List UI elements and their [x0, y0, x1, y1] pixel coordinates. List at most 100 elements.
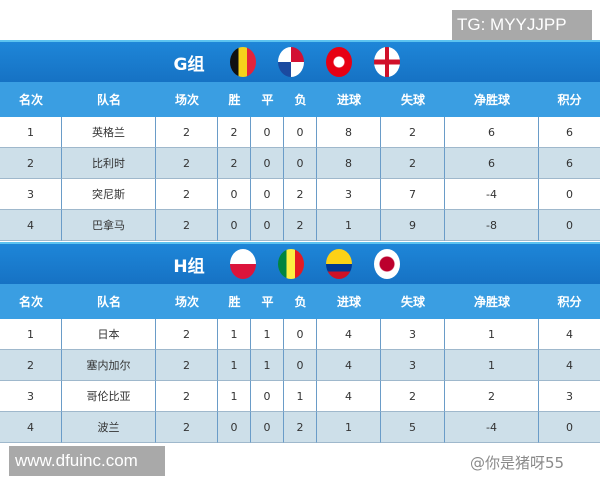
column-header: 名次	[18, 295, 43, 309]
table-cell: 0	[218, 210, 251, 241]
group-g-table: G组 名次 队名 场次胜平负进球 失球 净胜球 积分 1 英格兰 2 2 0 0 8 2 6 6 2 比利时 2 2 0 0…	[0, 40, 600, 241]
table-cell: 8	[317, 148, 381, 179]
table-cell: 1	[251, 350, 284, 381]
column-header: 平	[261, 295, 274, 309]
table-row: 1 日本 2 1 1 0 4 3 1 4	[0, 319, 600, 350]
table-cell: 4	[539, 350, 600, 381]
table-cell: 6	[539, 148, 600, 179]
table-cell: 比利时	[62, 148, 156, 179]
table-cell: 0	[251, 148, 284, 179]
table-cell: 0	[251, 117, 284, 148]
panama-flag-icon	[278, 47, 304, 77]
table-cell: 4	[0, 412, 62, 443]
table-cell: 0	[284, 319, 317, 350]
table-cell: 3	[0, 381, 62, 412]
table-cell: 2	[156, 117, 218, 148]
table-cell: 0	[539, 179, 600, 210]
table-cell: 0	[539, 210, 600, 241]
column-header: 场次	[174, 93, 199, 107]
group-name: G组	[173, 54, 205, 75]
england-flag-icon	[374, 47, 400, 77]
colombia-flag-icon	[326, 249, 352, 279]
table-cell: 6	[445, 117, 539, 148]
table-cell: 4	[317, 319, 381, 350]
table-cell: 8	[317, 117, 381, 148]
group-banner: G组	[0, 40, 600, 82]
table-cell: 1	[0, 117, 62, 148]
table-cell: 0	[284, 350, 317, 381]
table-cell: 1	[251, 319, 284, 350]
column-header: 队名	[96, 93, 121, 107]
table-cell: 2	[218, 148, 251, 179]
column-header: 平	[261, 93, 274, 107]
table-cell: 6	[445, 148, 539, 179]
table-cell: 0	[251, 412, 284, 443]
table-cell: 2	[156, 148, 218, 179]
table-cell: 1	[0, 319, 62, 350]
table-cell: 5	[381, 412, 445, 443]
tg-watermark: TG: MYYJJPP	[452, 10, 592, 40]
table-cell: 2	[284, 179, 317, 210]
senegal-flag-icon	[278, 249, 304, 279]
table-cell: 4	[317, 381, 381, 412]
table-cell: 3	[381, 350, 445, 381]
table-row: 2 比利时 2 2 0 0 8 2 6 6	[0, 148, 600, 179]
table-cell: 6	[539, 117, 600, 148]
table-cell: 9	[381, 210, 445, 241]
table-cell: 2	[284, 210, 317, 241]
table-cell: 哥伦比亚	[62, 381, 156, 412]
site-watermark: www.dfuinc.com	[9, 446, 165, 476]
column-header: 失球	[400, 295, 425, 309]
table-row: 3 突尼斯 2 0 0 2 3 7 -4 0	[0, 179, 600, 210]
table-cell: 0	[284, 148, 317, 179]
column-header: 胜	[228, 93, 241, 107]
table-cell: 2	[218, 117, 251, 148]
table-cell: 3	[317, 179, 381, 210]
column-header: 胜	[228, 295, 241, 309]
table-cell: 2	[156, 381, 218, 412]
table-cell: 7	[381, 179, 445, 210]
table-cell: 0	[251, 381, 284, 412]
table-cell: 2	[156, 319, 218, 350]
group-h-table: H组 名次 队名 场次胜平负进球 失球 净胜球 积分 1 日本 2 1 1 0 4 3 1 4 2 塞内加尔 2 1 1 0…	[0, 242, 600, 443]
column-header: 失球	[400, 93, 425, 107]
table-cell: 4	[0, 210, 62, 241]
column-header: 负	[294, 93, 307, 107]
table-cell: 4	[317, 350, 381, 381]
table-cell: 1	[317, 412, 381, 443]
table-cell: 2	[156, 210, 218, 241]
table-cell: 波兰	[62, 412, 156, 443]
table-cell: 突尼斯	[62, 179, 156, 210]
table-cell: 塞内加尔	[62, 350, 156, 381]
table-cell: 2	[0, 148, 62, 179]
table-cell: 2	[381, 381, 445, 412]
table-row: 4 巴拿马 2 0 0 2 1 9 -8 0	[0, 210, 600, 241]
table-cell: -4	[445, 412, 539, 443]
table-cell: 1	[445, 319, 539, 350]
table-cell: 0	[539, 412, 600, 443]
table-cell: 2	[156, 350, 218, 381]
tunisia-flag-icon	[326, 47, 352, 77]
column-header: 积分	[557, 93, 582, 107]
table-cell: 巴拿马	[62, 210, 156, 241]
table-cell: 2	[381, 117, 445, 148]
group-banner: H组	[0, 242, 600, 284]
table-cell: 日本	[62, 319, 156, 350]
poland-flag-icon	[230, 249, 256, 279]
column-header: 场次	[174, 295, 199, 309]
table-cell: 1	[317, 210, 381, 241]
column-header: 净胜球	[473, 93, 510, 107]
table-cell: 英格兰	[62, 117, 156, 148]
table-cell: 3	[539, 381, 600, 412]
table-cell: 1	[218, 319, 251, 350]
table-cell: -4	[445, 179, 539, 210]
column-header: 进球	[336, 93, 361, 107]
table-cell: -8	[445, 210, 539, 241]
column-header: 净胜球	[473, 295, 510, 309]
table-cell: 1	[284, 381, 317, 412]
column-header-row: 名次 队名 场次 胜 平 负 进球 失球 净胜球 积分	[0, 82, 600, 117]
table-row: 3 哥伦比亚 2 1 0 1 4 2 2 3	[0, 381, 600, 412]
table-cell: 3	[0, 179, 62, 210]
table-cell: 2	[284, 412, 317, 443]
table-cell: 2	[381, 148, 445, 179]
